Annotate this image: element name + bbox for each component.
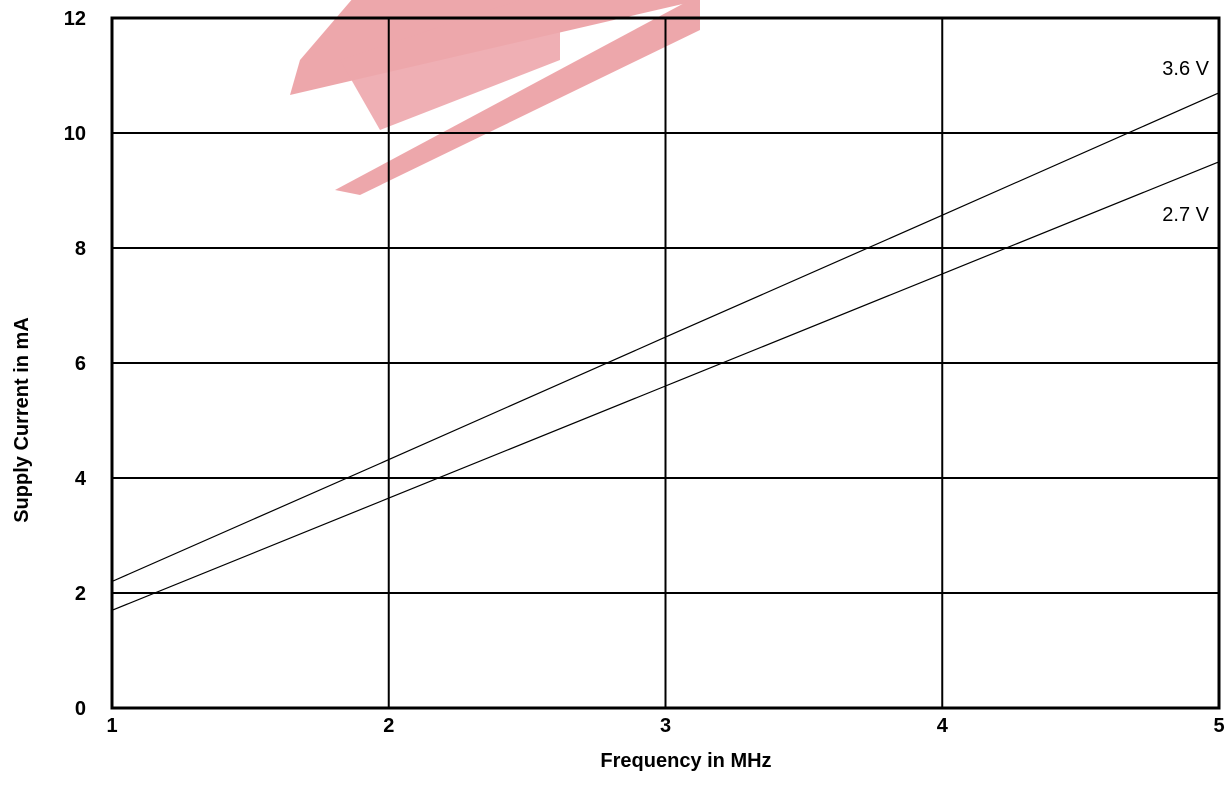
x-tick-label: 4 [937,715,949,737]
y-axis-title: Supply Current in mA [11,317,33,523]
plot-frame [110,16,1221,710]
x-tick-labels: 1 2 3 4 5 [106,715,1224,737]
y-tick-label: 4 [75,468,87,490]
x-tick-label: 3 [660,715,671,737]
x-axis-title: Frequency in MHz [600,750,771,772]
y-tick-label: 8 [75,238,86,260]
x-tick-label: 2 [383,715,394,737]
y-tick-label: 0 [75,698,86,720]
y-tick-label: 12 [64,8,86,30]
x-tick-label: 1 [106,715,117,737]
y-tick-label: 10 [64,123,86,145]
x-tick-label: 5 [1213,715,1224,737]
series-label: 3.6 V [1162,58,1209,80]
series-line [111,92,1220,583]
series-label: 2.7 V [1162,204,1209,226]
series-layer [111,92,1220,611]
y-tick-label: 6 [75,353,86,375]
series-line [111,161,1220,611]
watermark-logo [290,0,700,195]
y-tick-label: 2 [75,583,86,605]
y-tick-labels: 0 2 4 6 8 10 12 [64,8,87,720]
series-labels: 3.6 V 2.7 V [1162,58,1209,226]
grid [112,18,1219,708]
